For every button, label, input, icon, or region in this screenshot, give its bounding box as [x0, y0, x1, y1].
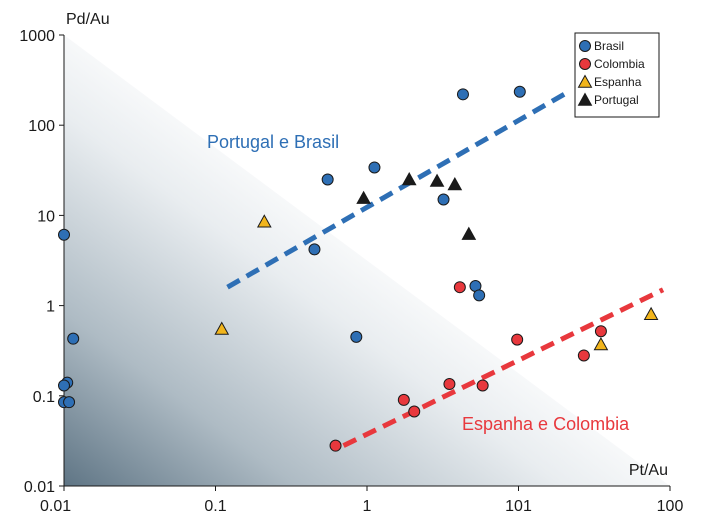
data-point-portugal [447, 176, 463, 191]
data-point-colombia [408, 405, 421, 418]
trend-annotation: Espanha e Colombia [462, 414, 630, 434]
data-point-brasil [368, 161, 381, 174]
data-point-brasil [350, 330, 363, 343]
data-point-espanha [256, 214, 272, 228]
data-point-brasil [58, 379, 70, 392]
data-point-portugal [461, 226, 477, 240]
trend-line [342, 287, 665, 448]
data-point-brasil [437, 193, 450, 206]
data-point-brasil [308, 243, 321, 256]
legend-marker-espanha [577, 74, 593, 88]
data-point-colombia [397, 393, 410, 406]
trend-annotations: Portugal e Brasil Espanha e Colombia [207, 132, 630, 434]
data-point-brasil [456, 88, 469, 101]
y-tick-label: 1 [46, 299, 55, 316]
data-point-espanha [593, 337, 609, 351]
legend-label: Brasil [594, 39, 624, 53]
x-ticks: 0.01 0.1 1 101 100 [40, 486, 683, 515]
data-point-brasil [321, 173, 334, 186]
data-point-espanha [214, 321, 230, 335]
legend-marker-portugal [577, 92, 593, 106]
legend-marker-colombia [579, 58, 591, 70]
data-point-brasil [58, 228, 70, 241]
data-point-brasil [67, 332, 80, 345]
data-point-portugal [356, 190, 371, 204]
y-tick-label: 0.01 [24, 479, 55, 496]
data-point-brasil [473, 289, 486, 302]
data-point-colombia [329, 439, 342, 452]
y-tick-label: 10 [37, 208, 55, 225]
data-point-espanha [643, 306, 659, 321]
y-tick-label: 100 [28, 118, 55, 135]
x-tick-label: 0.01 [40, 498, 71, 515]
data-point-colombia [453, 281, 466, 294]
x-tick-label: 100 [657, 498, 684, 515]
legend-label: Portugal [594, 93, 639, 107]
x-tick-label: 0.1 [204, 498, 226, 515]
data-points [58, 85, 659, 452]
y-tick-label: 1000 [19, 28, 55, 45]
legend-label: Colombia [594, 57, 645, 71]
x-tick-label: 101 [505, 498, 532, 515]
x-tick-label: 1 [363, 498, 372, 515]
trend-annotation: Portugal e Brasil [207, 132, 339, 152]
data-point-brasil [513, 85, 526, 98]
data-point-colombia [476, 379, 489, 392]
legend: Brasil Colombia Espanha Portugal [574, 32, 660, 118]
x-axis-label: Pt/Au [629, 462, 668, 479]
data-point-colombia [443, 378, 456, 391]
data-point-portugal [401, 171, 417, 186]
legend-marker-brasil [579, 40, 591, 52]
data-point-colombia [511, 333, 524, 346]
data-point-brasil [63, 396, 76, 409]
data-point-colombia [577, 349, 590, 362]
y-tick-label: 0.1 [33, 389, 55, 406]
legend-label: Espanha [594, 75, 642, 89]
y-ticks: 1000 100 10 1 0.1 0.01 [19, 28, 64, 496]
background-gradient [64, 35, 670, 486]
data-point-colombia [594, 325, 607, 338]
data-point-portugal [429, 173, 445, 187]
y-axis-label: Pd/Au [66, 11, 110, 28]
trend-lines [226, 92, 665, 448]
